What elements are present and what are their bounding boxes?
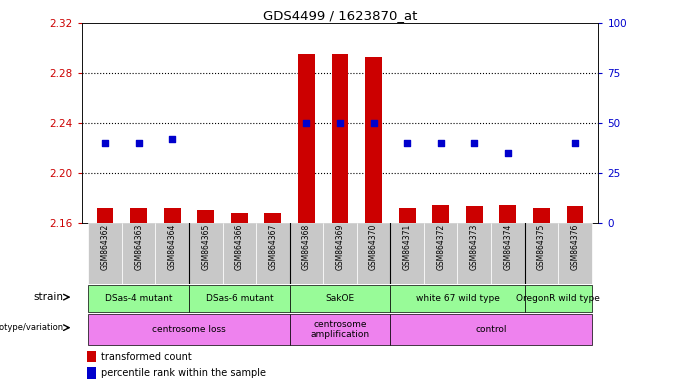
- Text: GSM864363: GSM864363: [134, 224, 143, 270]
- Text: OregonR wild type: OregonR wild type: [516, 294, 600, 303]
- Point: [301, 120, 312, 126]
- Bar: [390, 223, 424, 284]
- Bar: [97, 208, 114, 223]
- Bar: [156, 223, 189, 284]
- Text: control: control: [475, 325, 507, 334]
- Text: GSM864365: GSM864365: [201, 224, 210, 270]
- Text: GSM864368: GSM864368: [302, 224, 311, 270]
- Bar: [231, 213, 248, 223]
- Bar: [365, 57, 382, 223]
- Bar: [164, 208, 181, 223]
- Text: SakOE: SakOE: [326, 294, 354, 303]
- Bar: [256, 223, 290, 284]
- Text: genotype/variation: genotype/variation: [0, 323, 64, 332]
- Bar: [87, 351, 96, 362]
- Bar: [491, 223, 524, 284]
- Text: centrosome loss: centrosome loss: [152, 325, 226, 334]
- Bar: [432, 205, 449, 223]
- Bar: [533, 208, 549, 223]
- Text: GSM864364: GSM864364: [168, 224, 177, 270]
- Point: [167, 136, 177, 142]
- Text: GSM864374: GSM864374: [503, 224, 512, 270]
- Bar: [290, 223, 323, 284]
- Text: transformed count: transformed count: [101, 352, 192, 362]
- Point: [569, 140, 580, 146]
- Title: GDS4499 / 1623870_at: GDS4499 / 1623870_at: [262, 9, 418, 22]
- Bar: [290, 314, 390, 345]
- Bar: [222, 223, 256, 284]
- Text: DSas-6 mutant: DSas-6 mutant: [205, 294, 273, 303]
- Bar: [122, 223, 156, 284]
- Bar: [189, 223, 222, 284]
- Bar: [87, 367, 96, 379]
- Bar: [290, 285, 390, 313]
- Text: GSM864376: GSM864376: [571, 224, 579, 270]
- Point: [469, 140, 479, 146]
- Bar: [189, 285, 290, 313]
- Text: DSas-4 mutant: DSas-4 mutant: [105, 294, 173, 303]
- Bar: [499, 205, 516, 223]
- Bar: [524, 223, 558, 284]
- Text: GSM864366: GSM864366: [235, 224, 244, 270]
- Text: GSM864371: GSM864371: [403, 224, 411, 270]
- Bar: [558, 223, 592, 284]
- Text: strain: strain: [33, 292, 64, 302]
- Bar: [88, 223, 122, 284]
- Text: centrosome
amplification: centrosome amplification: [311, 319, 369, 339]
- Bar: [466, 207, 483, 223]
- Bar: [566, 207, 583, 223]
- Text: percentile rank within the sample: percentile rank within the sample: [101, 368, 267, 378]
- Text: GSM864367: GSM864367: [269, 224, 277, 270]
- Bar: [357, 223, 390, 284]
- Bar: [298, 54, 315, 223]
- Bar: [88, 314, 290, 345]
- Bar: [524, 285, 592, 313]
- Text: GSM864373: GSM864373: [470, 224, 479, 270]
- Text: GSM864375: GSM864375: [537, 224, 546, 270]
- Bar: [88, 285, 189, 313]
- Text: GSM864372: GSM864372: [436, 224, 445, 270]
- Bar: [458, 223, 491, 284]
- Point: [133, 140, 144, 146]
- Bar: [332, 54, 348, 223]
- Text: GSM864369: GSM864369: [335, 224, 345, 270]
- Bar: [390, 314, 592, 345]
- Point: [503, 150, 513, 156]
- Bar: [390, 285, 524, 313]
- Point: [435, 140, 446, 146]
- Bar: [265, 213, 282, 223]
- Text: white 67 wild type: white 67 wild type: [415, 294, 499, 303]
- Bar: [323, 223, 357, 284]
- Text: GSM864370: GSM864370: [369, 224, 378, 270]
- Point: [100, 140, 111, 146]
- Point: [402, 140, 413, 146]
- Bar: [424, 223, 458, 284]
- Point: [335, 120, 345, 126]
- Bar: [131, 208, 147, 223]
- Text: GSM864362: GSM864362: [101, 224, 109, 270]
- Bar: [398, 208, 415, 223]
- Bar: [197, 210, 214, 223]
- Point: [368, 120, 379, 126]
